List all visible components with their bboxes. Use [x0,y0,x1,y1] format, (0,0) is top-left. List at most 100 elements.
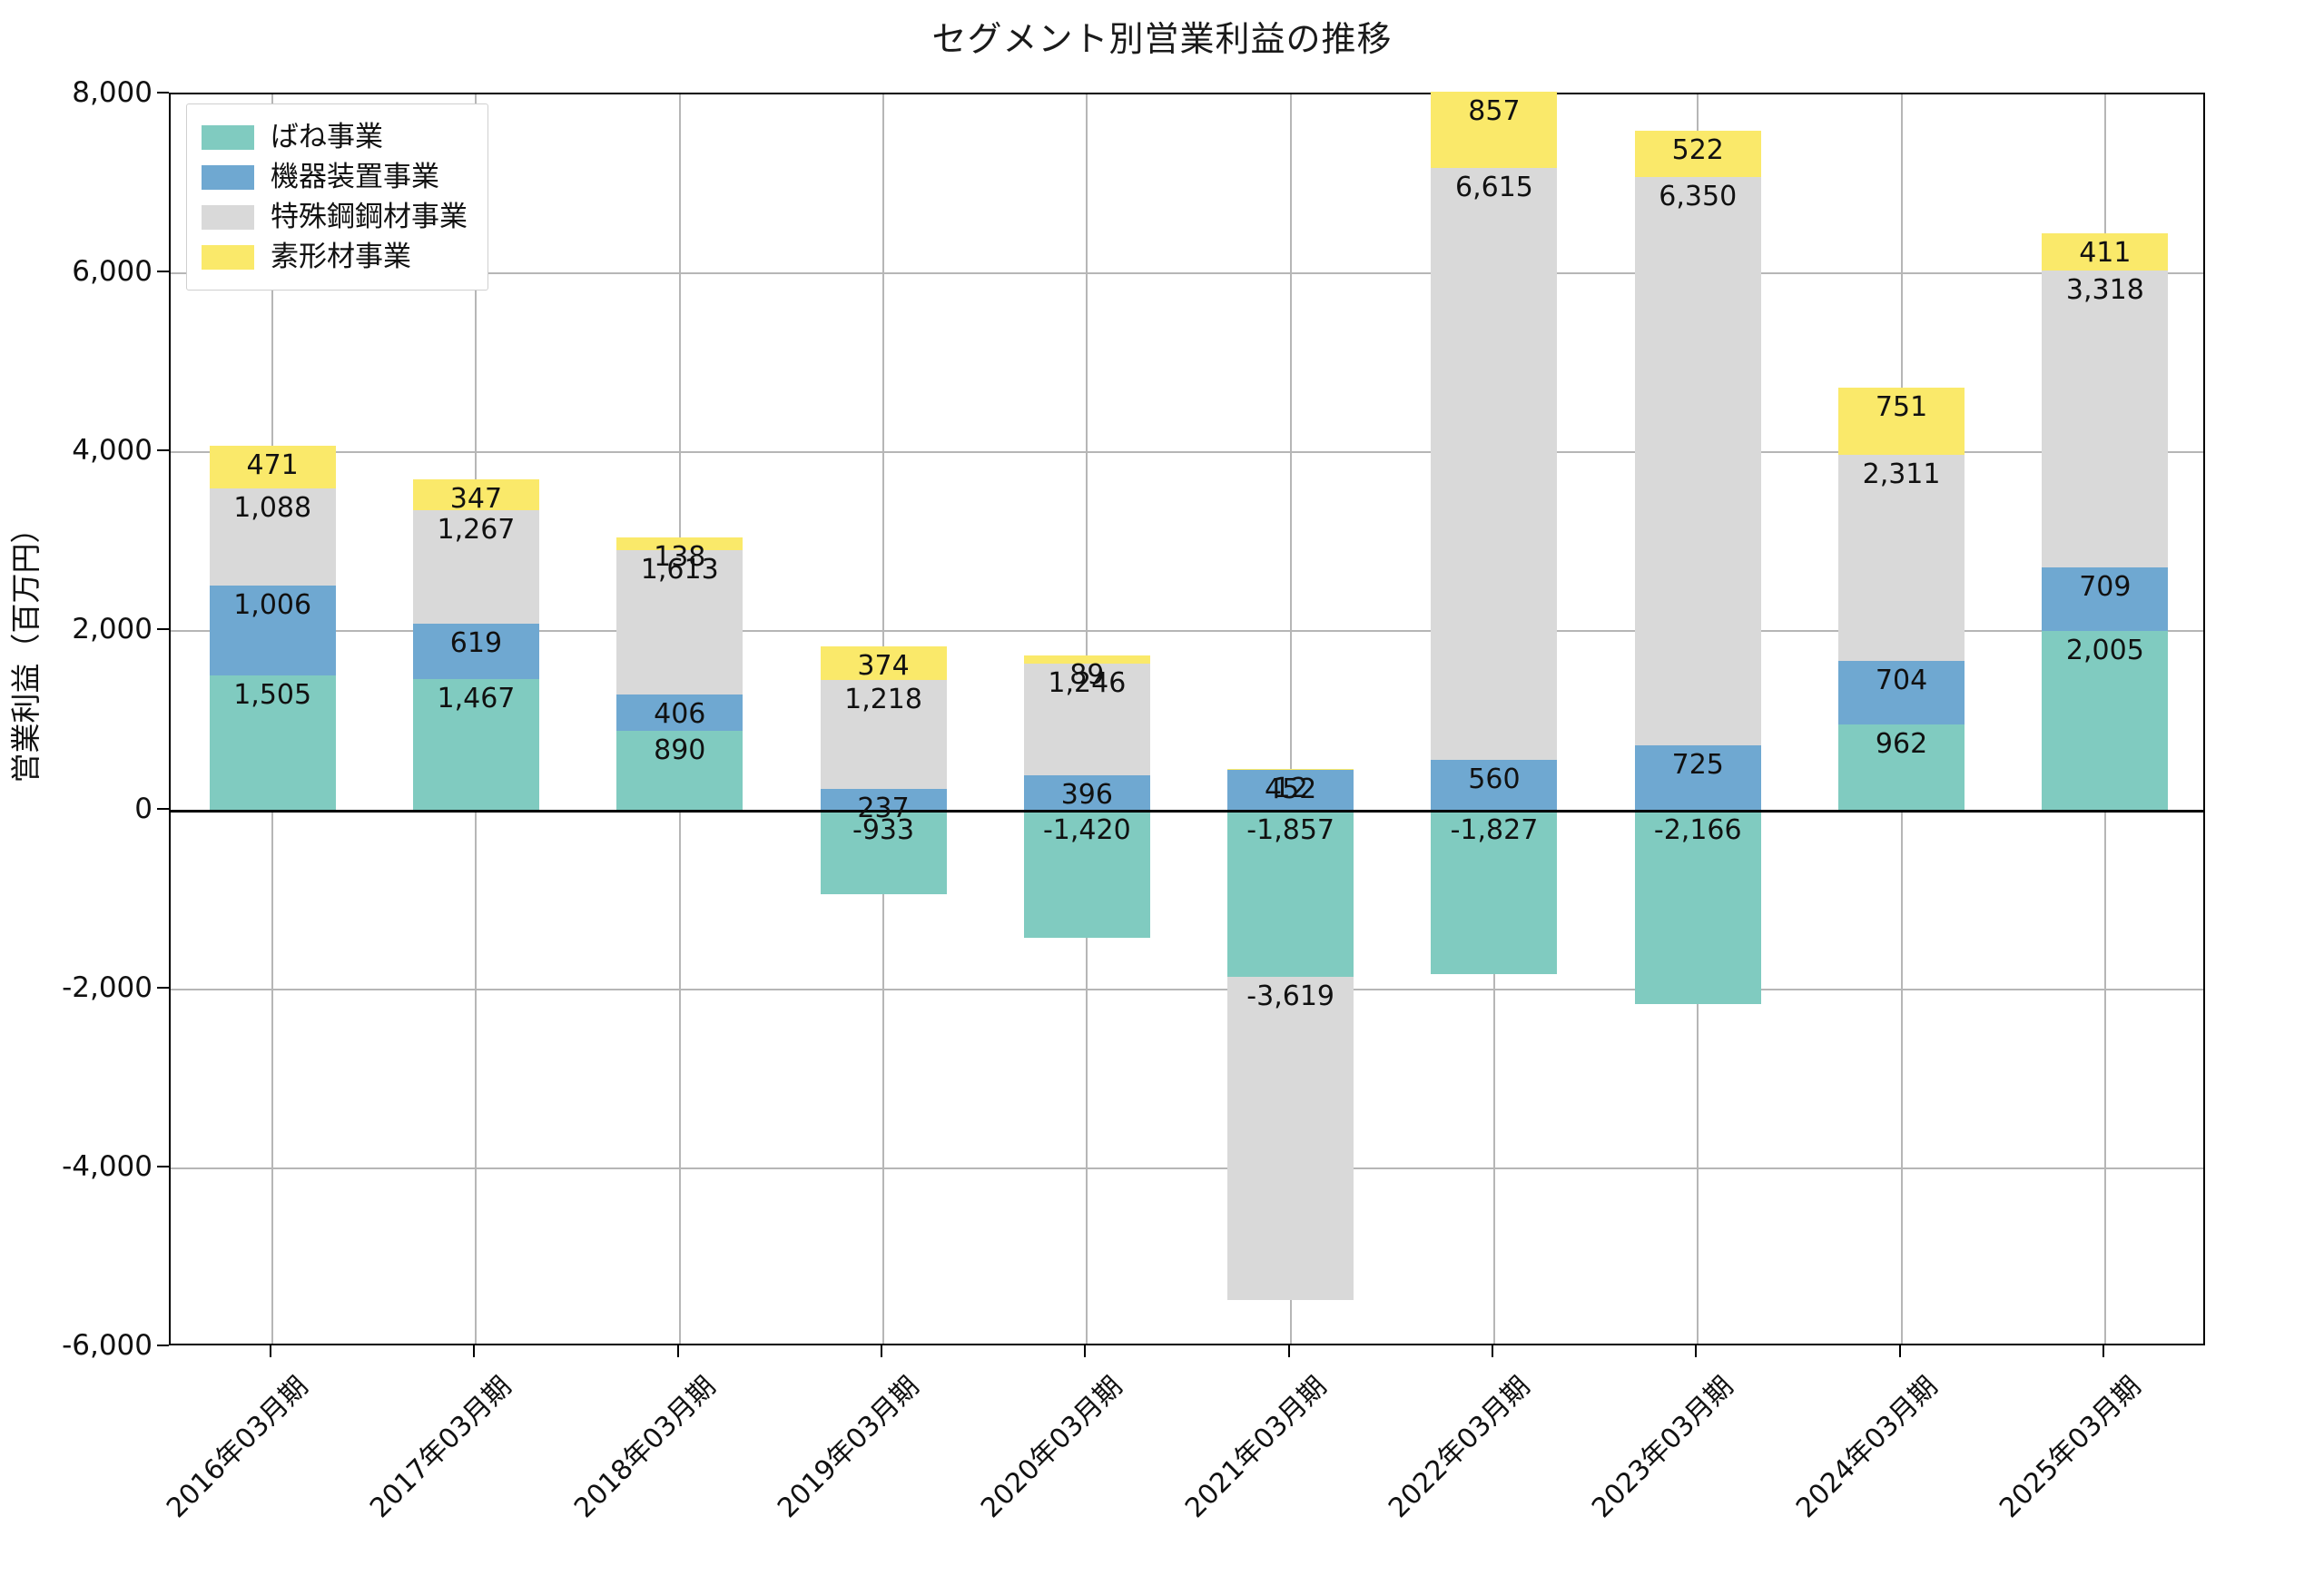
y-tick-mark [157,807,169,810]
x-tick-label: 2017年03月期 [364,1370,518,1525]
bar-segment[interactable] [1023,810,1150,938]
bar-segment[interactable] [616,549,743,694]
gridline [171,451,2203,454]
legend-item-4[interactable]: 素形材事業 [202,237,473,277]
y-tick-label: 4,000 [72,434,153,468]
bar-segment[interactable] [820,680,947,790]
bar-value-label: 2,311 [1862,458,1941,490]
legend-item-2[interactable]: 機器装置事業 [202,157,473,197]
bar-value-label: 751 [1875,390,1928,423]
y-tick-mark [157,986,169,989]
bar-segment[interactable] [1634,810,1761,1005]
x-tick-label: 2024年03月期 [1789,1370,1944,1525]
bar-value-label: 406 [654,697,706,730]
y-tick-label: -4,000 [62,1149,153,1183]
bar-segment[interactable] [1634,745,1761,811]
bar-segment[interactable] [412,623,539,679]
y-tick-label: 0 [134,792,153,825]
bar-segment[interactable] [1634,130,1761,178]
plot-area: 1,505 1,006 1,088 471 1,467 619 1,267 347 890 406… [169,91,2205,1345]
bar-segment[interactable] [1023,655,1150,664]
bar-value-label: 6,350 [1659,181,1738,213]
chart-title: セグメント別営業利益の推移 [931,19,1393,59]
bar-value-label: 704 [1875,665,1928,697]
x-tick-label: 2021年03月期 [1178,1370,1334,1525]
y-tick-label: 6,000 [72,255,153,289]
y-tick-mark [157,92,169,94]
bar-value-label: 471 [246,449,299,482]
bar-segment[interactable] [820,810,947,894]
bar-segment[interactable] [2042,270,2169,568]
bar-value-label: 709 [2079,571,2132,604]
x-tick-mark [881,1345,883,1357]
bar-value-label: 725 [1671,749,1724,782]
gridline [171,1167,2203,1169]
bar-value-label: -2,166 [1653,813,1742,846]
bar-value-label: 396 [1060,778,1113,811]
y-tick-mark [157,271,169,273]
bar-segment[interactable] [1023,774,1150,811]
bar-value-label: 3,318 [2065,273,2144,306]
bar-segment[interactable] [1431,760,1558,811]
bar-segment[interactable] [1227,976,1354,1301]
bar-value-label: 890 [654,734,706,766]
legend[interactable]: ばね事業 機器装置事業 特殊鋼鋼材事業 素形材事業 [186,103,488,291]
bar-segment[interactable] [820,789,947,811]
legend-item-1[interactable]: ばね事業 [202,117,473,157]
legend-swatch [202,244,254,270]
bar-value-label: -1,827 [1450,813,1539,846]
bar-segment[interactable] [1431,91,1558,169]
legend-swatch [202,164,254,190]
bar-segment[interactable] [1838,661,1965,724]
bar-segment[interactable] [1634,177,1761,746]
bar-segment[interactable] [412,510,539,624]
legend-item-3[interactable]: 特殊鋼鋼材事業 [202,197,473,237]
bar-segment[interactable] [209,586,336,676]
bar-segment[interactable] [820,646,947,681]
bar-segment[interactable] [616,694,743,731]
bar-segment[interactable] [1023,663,1150,775]
bar-segment[interactable] [1838,387,1965,455]
bar-segment[interactable] [1431,810,1558,974]
bar-value-label: 411 [2079,237,2132,270]
bar-segment[interactable] [2042,630,2169,811]
bar-value-label: 89 [1069,658,1105,691]
legend-label: 特殊鋼鋼材事業 [271,200,468,233]
bar-segment[interactable] [2042,233,2169,271]
bar-segment[interactable] [1227,810,1354,977]
gridline [171,988,2203,990]
gridline [1289,94,1292,1344]
bar-value-label: 1,246 [1048,666,1127,699]
bar-value-label: 1,505 [233,679,312,712]
x-tick-label: 2018年03月期 [567,1370,723,1525]
bar-segment[interactable] [209,675,336,811]
bar-value-label: 374 [857,650,910,683]
bar-segment[interactable] [1838,454,1965,662]
bar-segment[interactable] [209,446,336,488]
bar-segment[interactable] [412,478,539,511]
bar-segment[interactable] [2042,567,2169,631]
x-tick-label: 2023年03月期 [1586,1370,1740,1525]
bar-segment[interactable] [1431,168,1558,761]
bar-value-label: 237 [857,793,910,825]
bar-value-label: 452 [1265,773,1317,806]
bar-value-label: 1,267 [437,514,516,547]
bar-value-label: 560 [1468,763,1521,796]
y-tick-mark [157,449,169,452]
bar-segment[interactable] [209,488,336,586]
bar-value-label: 1,006 [233,589,312,622]
bar-segment[interactable] [1227,768,1354,770]
bar-segment[interactable] [1227,770,1354,811]
bar-value-label: -1,857 [1246,813,1334,846]
chart-container: セグメント別営業利益の推移 営業利益（百万円） 8,000 6,000 4,000 2… [8,19,2205,1524]
bar-segment[interactable] [616,537,743,550]
bar-segment[interactable] [1838,724,1965,811]
x-tick-label: 2019年03月期 [772,1370,926,1525]
legend-label: 素形材事業 [271,240,411,273]
x-tick-mark [1084,1345,1087,1357]
bar-value-label: 1,088 [233,491,312,524]
bar-value-label: -3,619 [1246,980,1334,1012]
bar-segment[interactable] [412,678,539,811]
bar-value-label: 1,218 [844,684,922,716]
bar-segment[interactable] [616,730,743,811]
